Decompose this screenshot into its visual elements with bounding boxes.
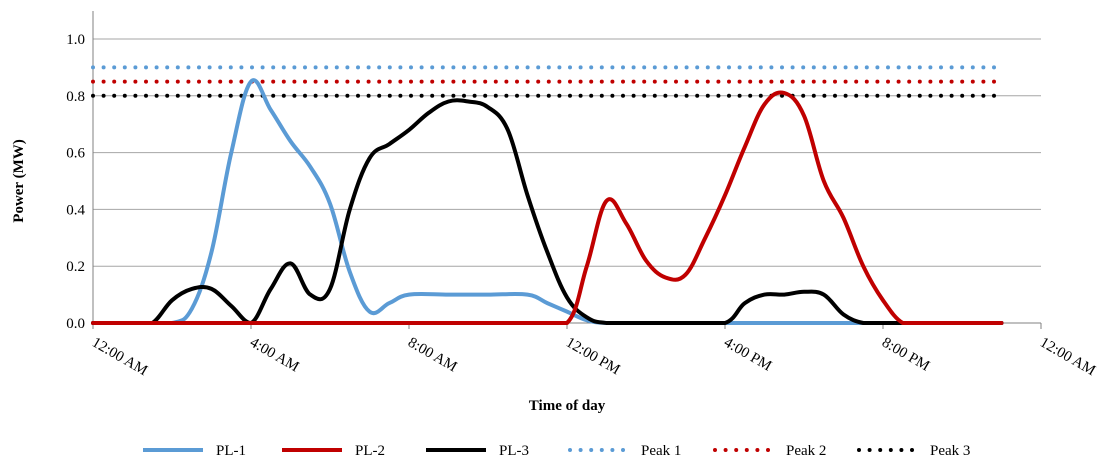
x-tick-label: 4:00 AM	[247, 335, 302, 376]
legend-label: PL-1	[216, 443, 246, 459]
y-tick-label: 0.2	[66, 259, 85, 275]
x-tick-labels: 12:00 AM 4:00 AM 8:00 AM 12:00 PM 4:00 PM 8:0…	[89, 323, 1098, 379]
legend-label: PL-3	[499, 443, 529, 459]
y-tick-label: 0.6	[66, 146, 85, 162]
legend-label: Peak 2	[786, 443, 826, 459]
x-tick-label: 8:00 PM	[879, 335, 932, 375]
grid-lines	[93, 38, 1041, 267]
y-tick-label: 0.8	[66, 89, 85, 105]
y-axis-title: Power (MW)	[11, 139, 27, 222]
series-lines	[91, 65, 1004, 326]
x-tick-label: 12:00 AM	[89, 335, 150, 379]
x-tick-label: 12:00 AM	[1037, 335, 1098, 379]
y-tick-label: 0.4	[66, 202, 85, 218]
series-line-pl-3	[91, 98, 1004, 325]
legend-label: Peak 3	[930, 443, 970, 459]
x-tick-label: 12:00 PM	[563, 335, 623, 379]
y-tick-label: 0.0	[66, 316, 85, 332]
y-tick-label: 1.0	[66, 32, 85, 48]
x-tick-label: 4:00 PM	[721, 335, 774, 375]
x-axis-title: Time of day	[529, 398, 606, 414]
y-tick-labels: 0.0 0.2 0.4 0.6 0.8 1.0	[66, 32, 85, 332]
legend-label: Peak 1	[641, 443, 681, 459]
legend: PL-1 PL-2 PL-3 Peak 1 Peak 2 Peak 3	[143, 443, 970, 459]
series-line-pl-1	[91, 78, 1004, 326]
series-line-pl-2	[91, 90, 1004, 326]
axes	[92, 11, 1041, 324]
legend-label: PL-2	[355, 443, 385, 459]
x-tick-label: 8:00 AM	[405, 335, 460, 376]
